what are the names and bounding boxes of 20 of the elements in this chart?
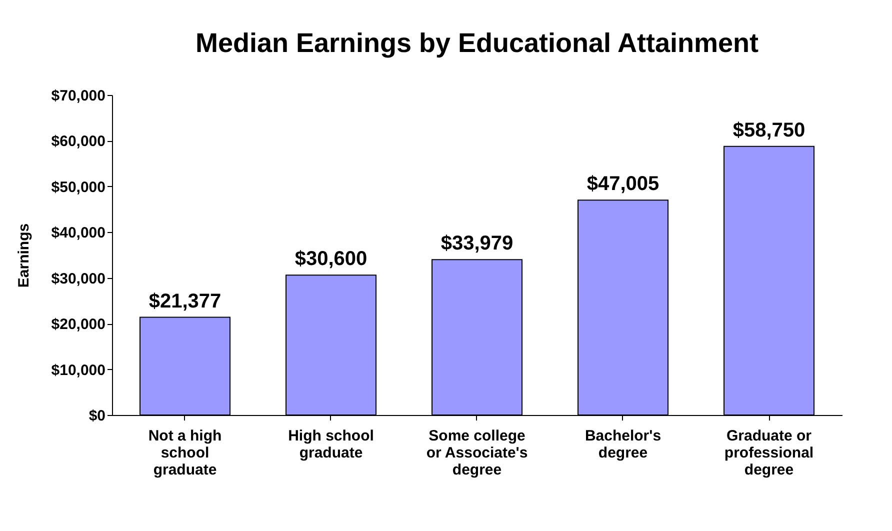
x-tick-label: High school graduate bbox=[288, 428, 374, 462]
data-label: $47,005 bbox=[586, 173, 660, 196]
data-label: $30,600 bbox=[294, 248, 368, 270]
data-label: $33,979 bbox=[440, 232, 514, 255]
y-tick-label: $60,000 bbox=[51, 133, 106, 150]
y-tick-label: $30,000 bbox=[51, 270, 106, 288]
data-label: $58,750 bbox=[732, 119, 806, 142]
x-tick-label: Some college or Associate's degree bbox=[426, 428, 528, 478]
data-label: $21,377 bbox=[148, 290, 222, 312]
y-tick-label: $70,000 bbox=[51, 88, 106, 104]
y-tick-label: $0 bbox=[88, 408, 106, 424]
x-tick-label: Not a high school graduate bbox=[148, 428, 222, 478]
y-tick-label: $10,000 bbox=[51, 362, 106, 379]
y-axis-title: Earnings bbox=[15, 223, 32, 288]
x-tick-label: Graduate or professional degree bbox=[724, 428, 814, 478]
y-tick-label: $50,000 bbox=[51, 178, 106, 196]
chart-title: Median Earnings by Educational Attainment bbox=[195, 28, 759, 58]
y-tick-label: $40,000 bbox=[51, 224, 106, 242]
y-tick-label: $20,000 bbox=[51, 316, 106, 334]
x-tick-label: Bachelor's degree bbox=[584, 428, 662, 462]
